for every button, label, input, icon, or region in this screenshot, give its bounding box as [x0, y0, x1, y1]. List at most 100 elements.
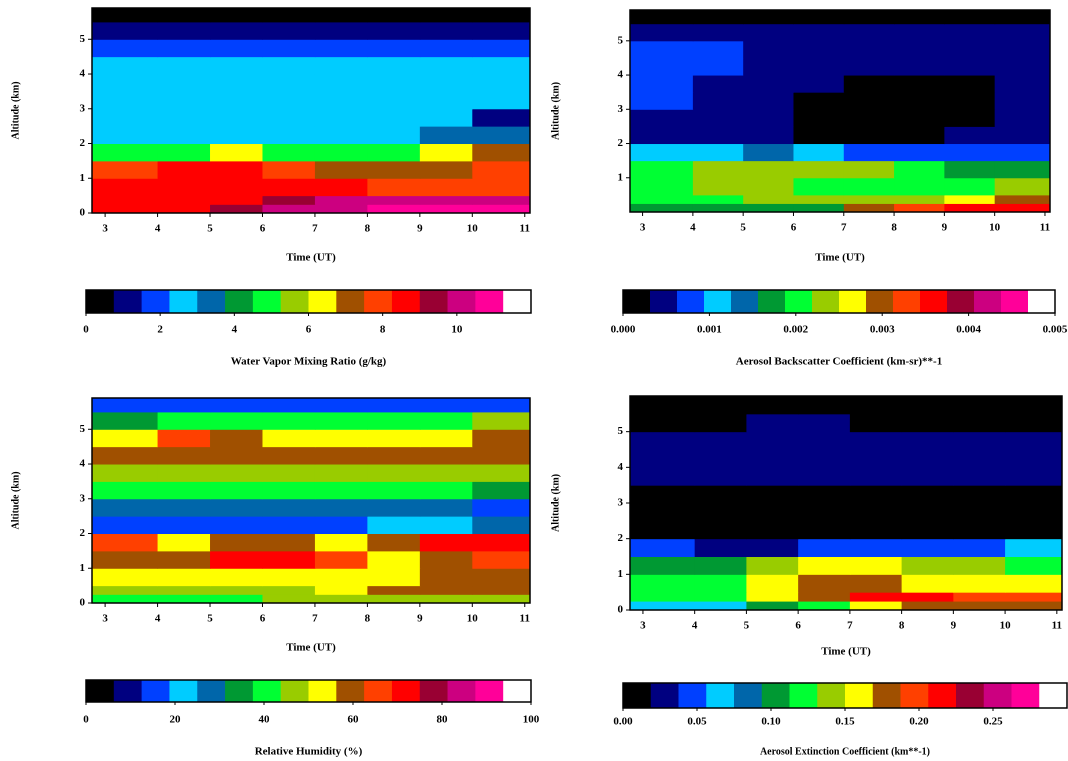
- heatmap-cell: [953, 413, 1006, 433]
- heatmap-cell: [367, 464, 421, 482]
- heatmap-cell: [944, 92, 996, 110]
- y-tick-label: 3: [80, 492, 86, 504]
- heatmap-cell: [743, 126, 794, 145]
- heatmap-cell: [419, 74, 473, 92]
- heatmap-cell: [849, 449, 903, 468]
- heatmap-cell: [92, 204, 159, 214]
- heatmap-cell: [953, 449, 1006, 468]
- colorbar-tick-label: 40: [259, 714, 271, 726]
- heatmap-cell: [894, 126, 945, 145]
- heatmap-cell: [901, 538, 954, 557]
- colorbar-tick-label: 0.005: [1043, 324, 1068, 336]
- heatmap-cell: [472, 160, 531, 179]
- colorbar-swatch: [731, 290, 759, 313]
- colorbar-tick-label: 0.002: [783, 324, 808, 336]
- heatmap-cell: [92, 481, 159, 500]
- heatmap-cell: [994, 160, 1051, 179]
- heatmap-cell: [419, 56, 473, 75]
- x-tick-label: 3: [640, 222, 646, 234]
- colorbar-swatch: [503, 290, 532, 313]
- colorbar-swatch: [225, 290, 254, 313]
- heatmap-cell: [901, 503, 954, 522]
- heatmap-cell: [894, 23, 945, 42]
- heatmap-cell: [849, 431, 903, 450]
- heatmap-cell: [630, 538, 696, 557]
- heatmap-cell: [92, 21, 159, 40]
- heatmap-cell: [472, 56, 531, 75]
- heatmap-cell: [901, 556, 954, 575]
- heatmap-cell: [262, 481, 316, 500]
- heatmap-cell: [262, 585, 316, 595]
- heatmap-cell: [692, 177, 744, 196]
- x-tick-label: 10: [467, 613, 479, 625]
- colorbar-swatch: [1001, 290, 1029, 313]
- heatmap-cell: [157, 8, 211, 23]
- colorbar-swatch: [169, 290, 198, 313]
- heatmap-cell: [92, 533, 159, 552]
- heatmap-cell: [694, 399, 747, 415]
- heatmap-cell: [367, 8, 421, 23]
- heatmap-cell: [901, 485, 954, 504]
- heatmap-cell: [314, 568, 368, 587]
- heatmap-cell: [157, 550, 211, 569]
- heatmap-cell: [793, 57, 845, 76]
- colorbar-swatch: [761, 683, 790, 708]
- heatmap-cell: [472, 594, 531, 604]
- heatmap-cell: [210, 91, 263, 110]
- x-tick-label: 7: [847, 620, 853, 632]
- heatmap-cell: [314, 429, 368, 448]
- colorbar-swatch: [704, 290, 732, 313]
- heatmap-cell: [849, 467, 903, 486]
- colorbar-swatch: [928, 683, 957, 708]
- heatmap-cell: [419, 8, 473, 23]
- colorbar-tick-label: 80: [437, 714, 449, 726]
- heatmap-cell: [92, 108, 159, 127]
- heatmap-cell: [314, 533, 368, 552]
- heatmap-cell: [793, 10, 845, 25]
- heatmap-cell: [262, 533, 316, 552]
- heatmap-cell: [419, 533, 473, 552]
- heatmap-cell: [692, 75, 744, 93]
- colorbar-swatch: [866, 290, 894, 313]
- heatmap-cell: [472, 108, 531, 127]
- heatmap-cell: [419, 21, 473, 40]
- heatmap-cell: [746, 601, 799, 611]
- colorbar-tick-label: 0.001: [697, 324, 722, 336]
- heatmap-cell: [953, 592, 1006, 602]
- heatmap-cell: [944, 57, 996, 76]
- heatmap-cell: [92, 411, 159, 430]
- heatmap-cell: [314, 56, 368, 75]
- heatmap-cell: [92, 464, 159, 482]
- heatmap-cell: [798, 503, 851, 522]
- heatmap-cell: [419, 143, 473, 162]
- colorbar-swatch: [252, 290, 282, 313]
- heatmap-cell: [210, 398, 263, 413]
- heatmap-cell: [843, 203, 895, 213]
- heatmap-cell: [843, 143, 895, 162]
- heatmap-cell: [157, 516, 211, 535]
- heatmap-cell: [210, 178, 263, 197]
- heatmap-cell: [92, 74, 159, 92]
- x-tick-label: 7: [841, 222, 847, 234]
- heatmap-cell: [901, 399, 954, 415]
- colorbar-swatch: [845, 683, 874, 708]
- y-tick-label: 5: [618, 34, 624, 46]
- colorbar-swatch: [920, 290, 948, 313]
- x-tick-label: 3: [640, 620, 646, 632]
- colorbar-tick-label: 100: [523, 714, 540, 726]
- heatmap-cell: [157, 481, 211, 500]
- heatmap-cell: [419, 550, 473, 569]
- heatmap-cell: [746, 538, 799, 557]
- heatmap-cell: [262, 429, 316, 448]
- colorbar-swatch: [900, 683, 929, 708]
- heatmap-cell: [630, 160, 694, 179]
- heatmap-cell: [692, 40, 744, 59]
- heatmap-cell: [262, 568, 316, 587]
- colorbar-swatch: [475, 680, 504, 702]
- heatmap-cell: [901, 467, 954, 486]
- heatmap-cell: [472, 585, 531, 595]
- heatmap-cell: [262, 160, 316, 179]
- x-tick-label: 5: [207, 223, 213, 235]
- x-tick-label: 8: [891, 222, 897, 234]
- heatmap-cell: [694, 449, 747, 468]
